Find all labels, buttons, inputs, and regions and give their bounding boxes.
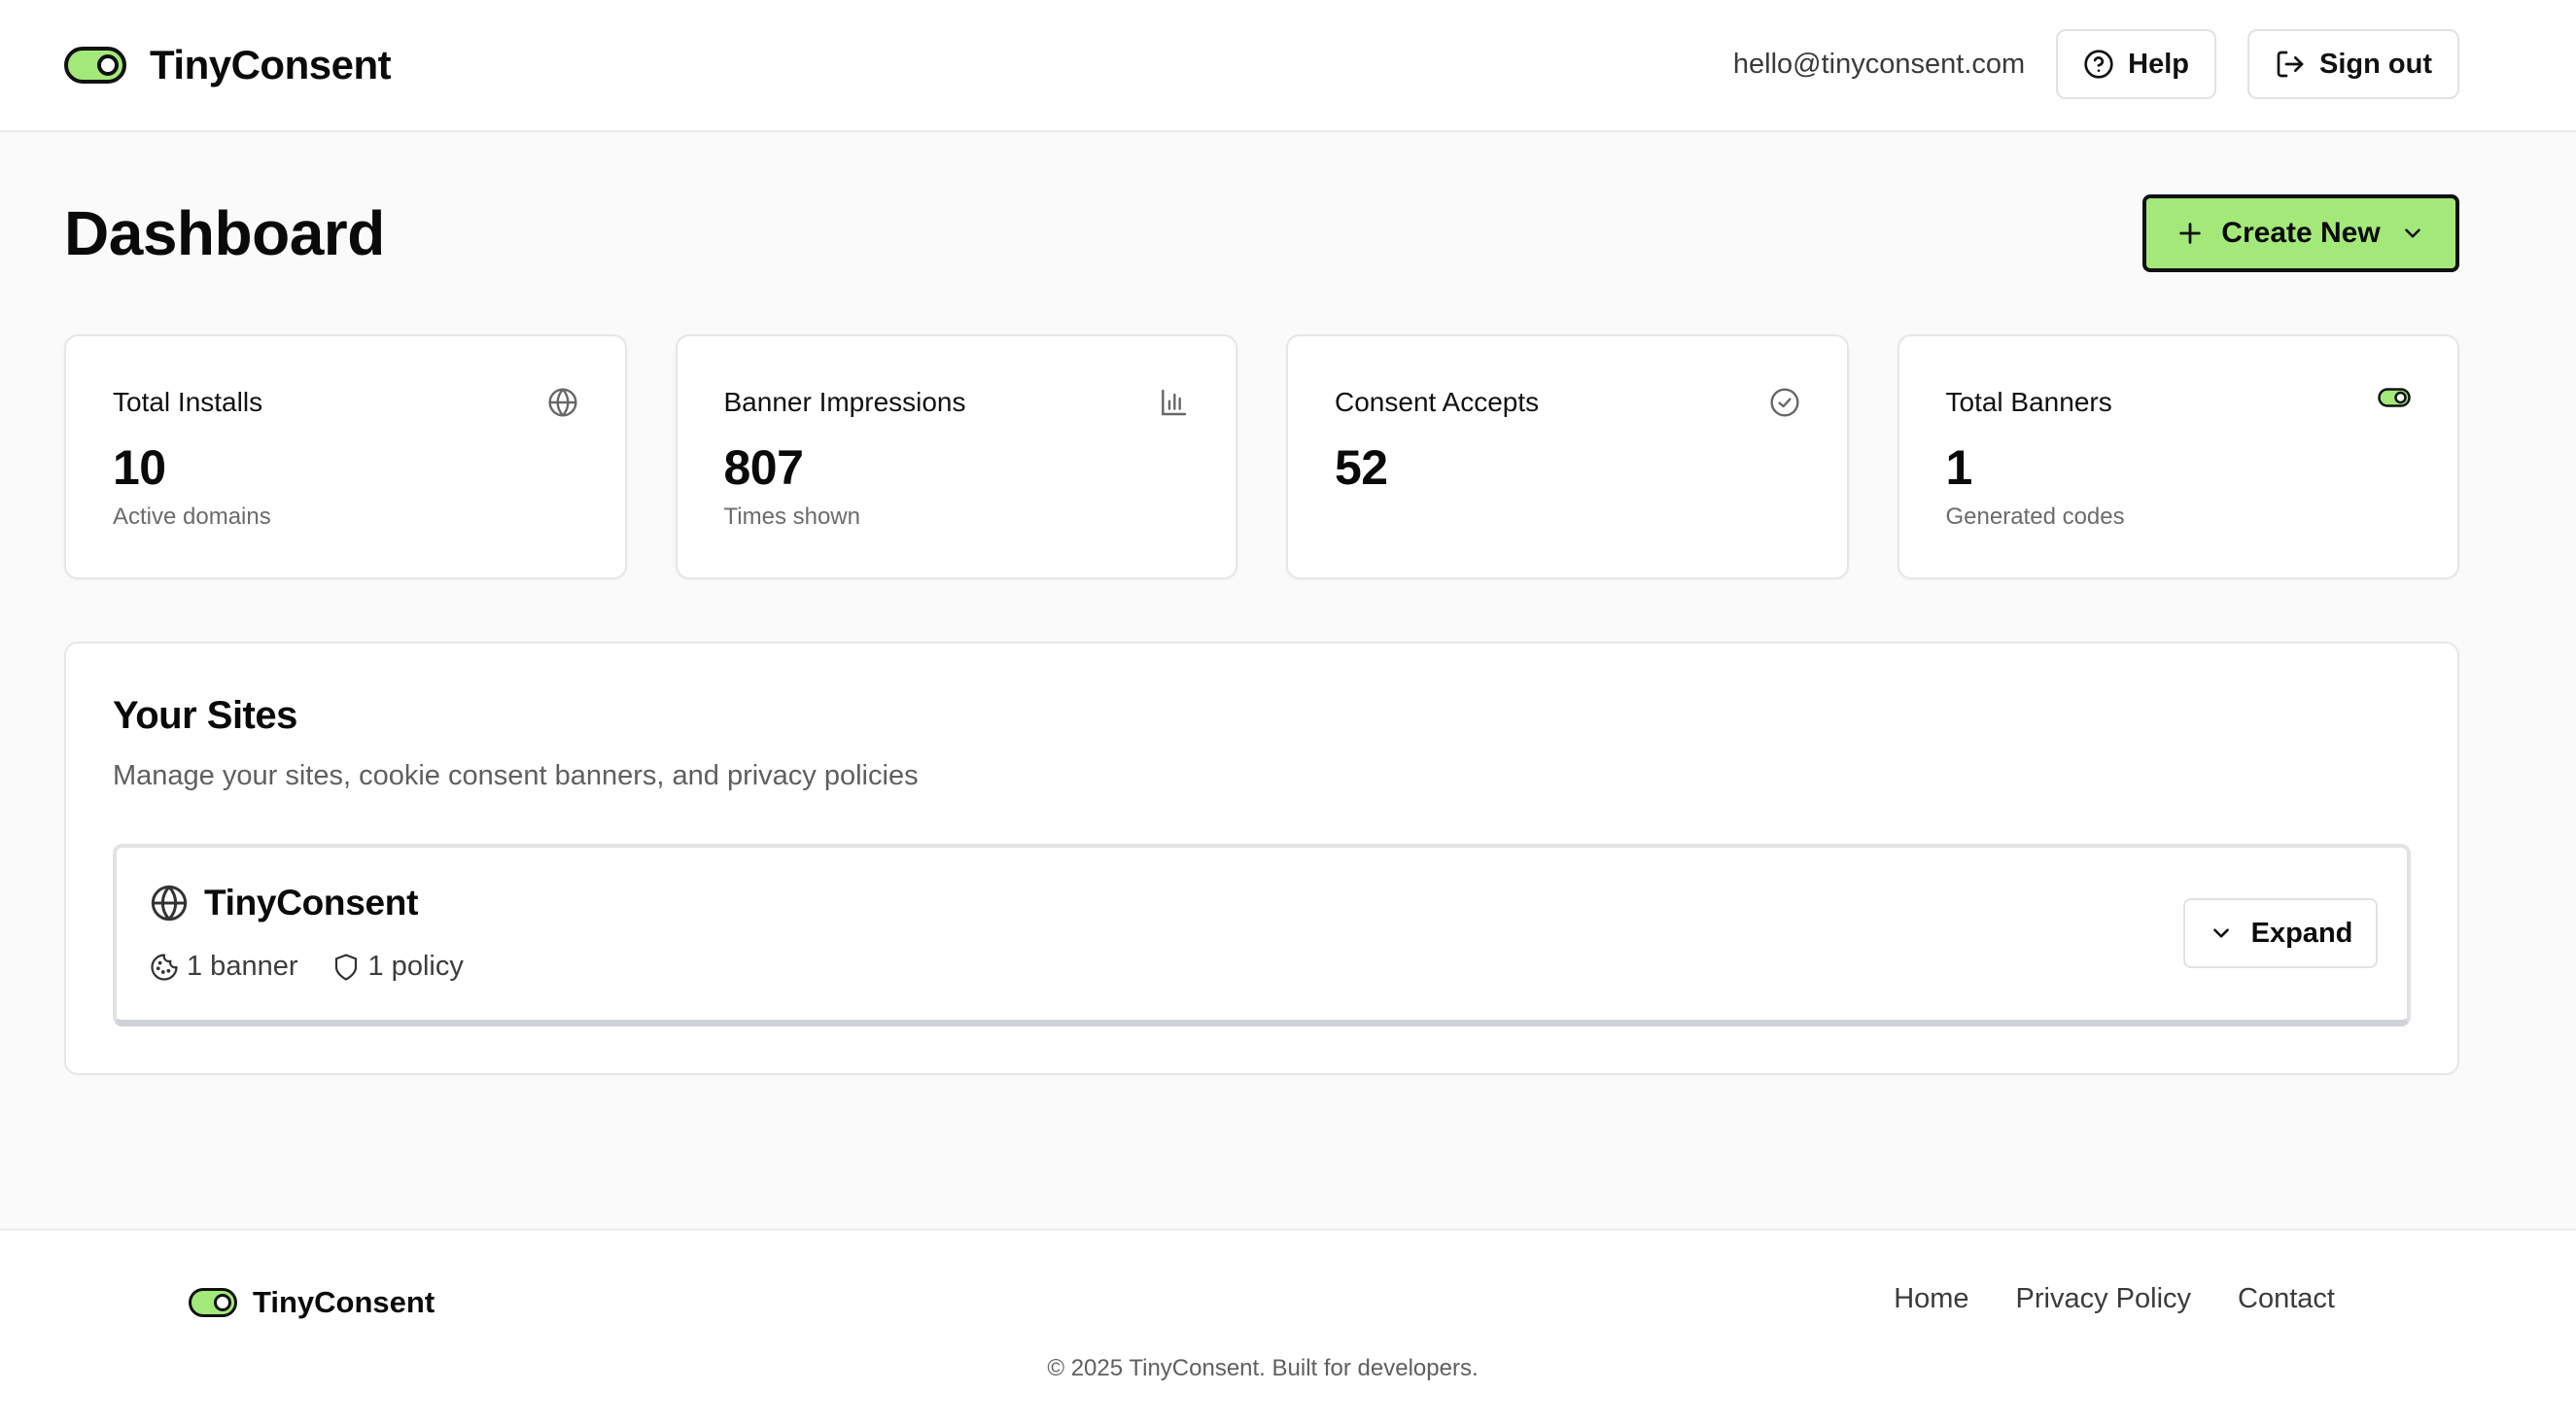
stat-card-banner-impressions: Banner Impressions 807 Times shown — [675, 334, 1237, 579]
copyright: © 2025 TinyConsent. Built for developers… — [1047, 1355, 1479, 1381]
create-new-button[interactable]: Create New — [2142, 194, 2459, 272]
stat-value: 1 — [1945, 440, 1973, 495]
toggle-logo-icon — [64, 47, 126, 84]
top-header: TinyConsent hello@tinyconsent.com Help S… — [0, 0, 2576, 132]
expand-button[interactable]: Expand — [2183, 898, 2378, 968]
check-circle-icon — [1769, 387, 1800, 418]
help-label: Help — [2128, 48, 2190, 80]
site-header: TinyConsent — [150, 883, 418, 923]
banner-count: 1 banner — [150, 951, 298, 983]
toggle-icon — [2378, 387, 2411, 408]
footer-link-privacy-policy[interactable]: Privacy Policy — [2015, 1283, 2192, 1314]
stat-value: 807 — [723, 440, 804, 495]
stat-label: Total Installs — [113, 387, 263, 417]
stat-card-total-installs: Total Installs 10 Active domains — [64, 334, 627, 579]
toggle-logo-icon — [189, 1288, 237, 1317]
create-new-label: Create New — [2221, 217, 2381, 249]
stat-label: Consent Accepts — [1335, 387, 1540, 417]
site-meta: 1 banner 1 policy — [150, 951, 464, 983]
sign-out-label: Sign out — [2319, 48, 2432, 80]
policy-count: 1 policy — [331, 951, 464, 983]
sites-subtitle: Manage your sites, cookie consent banner… — [113, 760, 919, 791]
shield-icon — [331, 953, 368, 982]
stat-sub: Times shown — [723, 504, 860, 530]
user-email: hello@tinyconsent.com — [1732, 48, 2026, 80]
chevron-down-icon — [2400, 221, 2425, 246]
stats-grid: Total Installs 10 Active domains Banner … — [64, 334, 2459, 579]
site-name: TinyConsent — [204, 883, 419, 922]
sign-out-button[interactable]: Sign out — [2247, 29, 2459, 99]
stat-label: Banner Impressions — [723, 387, 966, 417]
banner-count-label: 1 banner — [187, 951, 298, 982]
stat-sub: Generated codes — [1945, 504, 2125, 530]
help-circle-icon — [2083, 49, 2114, 80]
stat-value: 10 — [113, 440, 166, 495]
footer-link-contact[interactable]: Contact — [2238, 1283, 2335, 1314]
stat-card-total-banners: Total Banners 1 Generated codes — [1897, 334, 2459, 579]
plus-icon — [2176, 220, 2204, 247]
globe-icon — [547, 387, 578, 418]
brand-name: TinyConsent — [150, 42, 392, 87]
chevron-down-icon — [2209, 921, 2251, 946]
page-title: Dashboard — [64, 198, 385, 268]
footer-brand-name: TinyConsent — [253, 1285, 435, 1319]
footer-links: Home Privacy Policy Contact — [1894, 1283, 2335, 1315]
globe-icon — [150, 884, 189, 922]
title-row: Dashboard Create New — [64, 194, 2459, 272]
footer-brand[interactable]: TinyConsent — [189, 1285, 435, 1320]
sites-panel: Your Sites Manage your sites, cookie con… — [64, 642, 2459, 1075]
bar-chart-icon — [1158, 387, 1189, 418]
sites-title: Your Sites — [113, 694, 297, 737]
brand-logo-link[interactable]: TinyConsent — [64, 39, 392, 91]
stat-label: Total Banners — [1945, 387, 2112, 417]
footer-link-home[interactable]: Home — [1894, 1283, 1969, 1314]
policy-count-label: 1 policy — [367, 951, 464, 982]
expand-label: Expand — [2250, 917, 2353, 949]
header-actions: hello@tinyconsent.com Help Sign out — [1733, 29, 2459, 99]
stat-value: 52 — [1335, 440, 1388, 495]
cookie-icon — [150, 953, 187, 982]
site-card: TinyConsent 1 banner 1 policy Expand — [113, 844, 2411, 1027]
footer: TinyConsent Home Privacy Policy Contact … — [0, 1229, 2576, 1427]
stat-sub: Active domains — [113, 504, 271, 530]
log-out-icon — [2275, 49, 2306, 80]
stat-card-consent-accepts: Consent Accepts 52 — [1286, 334, 1849, 579]
help-button[interactable]: Help — [2056, 29, 2217, 99]
